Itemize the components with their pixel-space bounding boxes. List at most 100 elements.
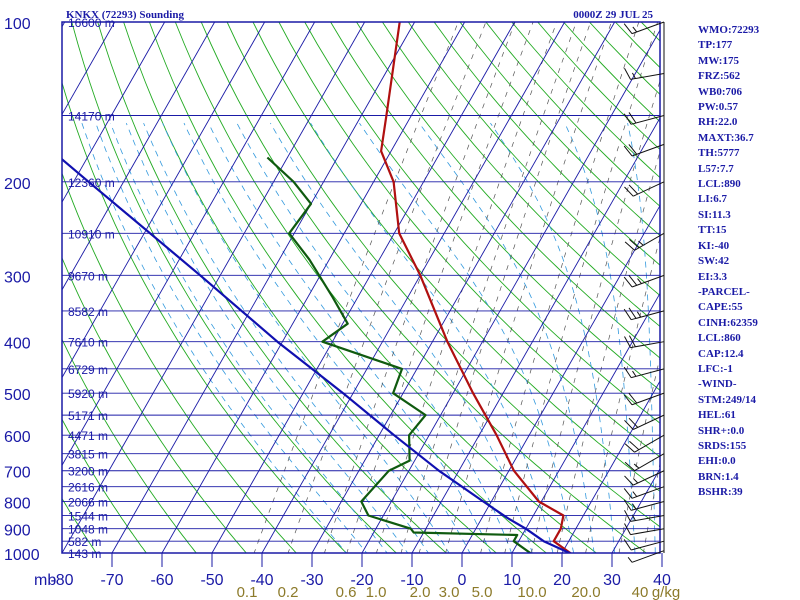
wind-barb-staff xyxy=(632,414,665,430)
sounding-index-item: MAXT:36.7 xyxy=(698,131,754,144)
wind-barb xyxy=(624,181,665,197)
temperature-tick-label: -70 xyxy=(100,572,123,589)
mixing-ratio-line xyxy=(324,22,516,553)
wind-barb xyxy=(627,550,665,563)
wind-barb xyxy=(623,307,665,321)
dry-adiabat-line xyxy=(407,22,660,297)
wind-barb-flag xyxy=(623,488,633,499)
sounding-index-item: WB0:706 xyxy=(698,85,742,98)
height-label: 16600 m xyxy=(68,16,115,30)
isotherm-line xyxy=(161,22,466,553)
pressure-tick-label: 800 xyxy=(4,496,31,513)
temperature-tick-label: 0 xyxy=(458,572,467,589)
dry-adiabat-line xyxy=(382,22,660,328)
height-label: 10910 m xyxy=(68,227,115,241)
sounding-index-item: RH:22.0 xyxy=(698,116,738,129)
wind-barb-staff xyxy=(631,310,665,321)
plot-frame xyxy=(61,21,661,554)
wind-barb-staff xyxy=(631,143,665,157)
isotherm-line xyxy=(62,22,266,379)
dry-adiabat-line xyxy=(148,22,548,553)
wind-barb-staff xyxy=(632,181,665,197)
wind-barb-flag xyxy=(628,335,636,347)
wind-barb xyxy=(624,434,665,453)
height-label: 582 m xyxy=(68,535,101,549)
wind-barb-staff xyxy=(631,392,665,406)
mixing-ratio-line xyxy=(480,22,640,553)
wind-barb-flag xyxy=(628,307,637,319)
height-label: 1048 m xyxy=(68,523,108,537)
mixing-ratio-label: 2.0 xyxy=(410,584,431,600)
temperature-tick-label: -40 xyxy=(250,572,273,589)
wind-barb-flag xyxy=(624,68,631,80)
wind-barb-half-flag xyxy=(632,503,637,510)
wind-barb-staff xyxy=(631,115,665,125)
moist-adiabat-line xyxy=(162,122,450,553)
height-label: 4471 m xyxy=(68,429,108,443)
mixing-ratio-label: 20.0 xyxy=(571,584,600,600)
height-label: 1544 m xyxy=(68,510,108,524)
wind-barb-flag xyxy=(623,394,633,406)
pressure-tick-label: 900 xyxy=(4,523,31,540)
wind-barb-staff xyxy=(631,550,665,563)
sounding-index-item: EI:3.3 xyxy=(698,270,728,283)
wind-barb-flag xyxy=(624,241,635,251)
height-label: 12360 m xyxy=(68,176,115,190)
wind-barb xyxy=(624,68,665,80)
pressure-tick-label: 1000 xyxy=(4,547,40,564)
isotherm-line xyxy=(261,22,566,553)
wind-barb-half-flag xyxy=(632,370,637,377)
wind-barb-flag xyxy=(623,145,633,157)
mixing-ratio-line xyxy=(445,22,612,553)
wind-barb xyxy=(623,112,665,125)
dry-adiabat-line xyxy=(62,256,247,553)
wind-barb-flag xyxy=(623,308,632,320)
temperature-tick-label: -10 xyxy=(400,572,423,589)
wind-barb-flag xyxy=(628,275,638,286)
temperature-profile-line xyxy=(380,22,573,553)
height-label: 3200 m xyxy=(68,465,108,479)
sounding-index-item: LI:6.7 xyxy=(698,193,728,206)
temperature-tick-label: 20 xyxy=(553,572,571,589)
temperature-tick-label: -60 xyxy=(150,572,173,589)
dry-adiabat-line xyxy=(278,22,660,458)
pressure-axis-label: mb xyxy=(34,572,56,589)
wind-barb-staff xyxy=(630,515,665,522)
mixing-ratio-line xyxy=(556,150,660,553)
sounding-index-item: CAP:12.4 xyxy=(698,347,744,360)
isotherm-line xyxy=(361,29,660,553)
wind-barb-half-flag xyxy=(633,478,639,484)
wind-barb-staff xyxy=(630,72,665,80)
isotherm-line xyxy=(111,22,416,553)
mixing-ratio-label: 0.2 xyxy=(278,584,299,600)
wind-barb-staff xyxy=(632,470,665,486)
wind-barb-flag xyxy=(624,443,635,453)
wind-barb xyxy=(623,499,665,511)
isotherm-line xyxy=(411,117,660,553)
wind-barb-half-flag xyxy=(627,557,633,563)
wind-barb-flag xyxy=(628,112,637,124)
wind-barb-staff xyxy=(631,21,665,35)
dry-adiabats xyxy=(62,22,660,553)
pressure-tick-label: 100 xyxy=(4,16,31,33)
wind-barb-half-flag xyxy=(638,240,644,246)
mixing-ratio-label: 10.0 xyxy=(517,584,546,600)
chart-datetime: 0000Z 29 JUL 25 xyxy=(573,9,653,21)
wind-barb-staff xyxy=(631,486,665,499)
isotherm-line xyxy=(511,292,660,553)
wind-barb-staff xyxy=(634,232,665,251)
pressure-tick-label: 600 xyxy=(4,429,31,446)
wind-barb xyxy=(623,366,665,379)
parcel-profile-line xyxy=(62,157,572,553)
sounding-index-item: LCL:890 xyxy=(698,178,741,191)
height-label: 7610 m xyxy=(68,336,108,350)
wind-barb xyxy=(624,335,665,349)
wind-barb-staff xyxy=(634,434,665,453)
mixing-ratio-lines xyxy=(253,22,660,553)
dry-adiabat-line xyxy=(252,22,660,492)
sounding-index-item: BRN:1.4 xyxy=(698,470,739,483)
sounding-index-item: HEL:61 xyxy=(698,409,736,422)
wind-barb xyxy=(623,539,665,551)
